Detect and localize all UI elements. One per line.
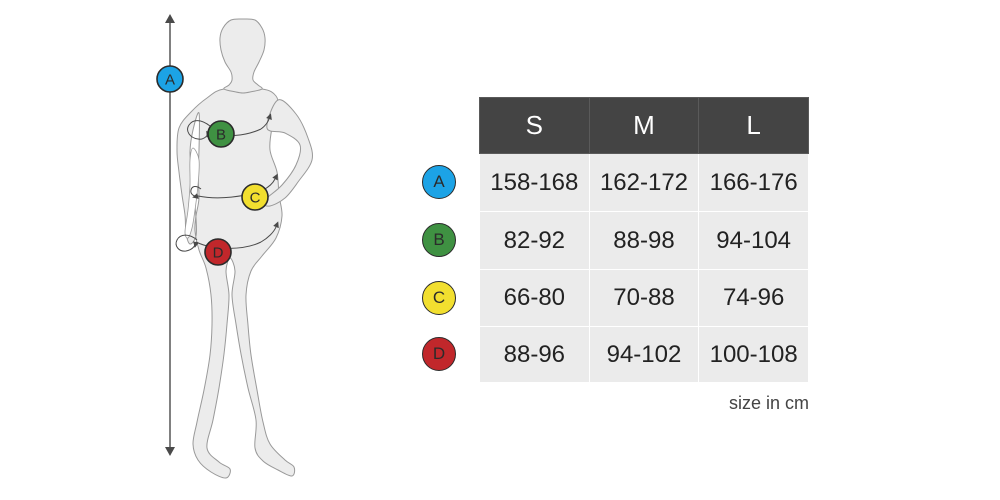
svg-text:C: C — [250, 190, 261, 207]
svg-text:D: D — [213, 245, 224, 262]
svg-text:A: A — [165, 72, 175, 89]
svg-text:B: B — [216, 127, 226, 144]
